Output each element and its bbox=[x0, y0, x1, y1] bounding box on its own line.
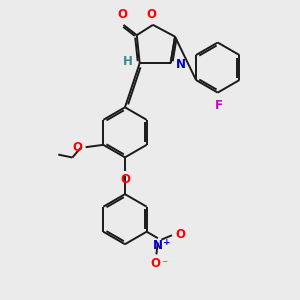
Text: +: + bbox=[163, 238, 170, 247]
Text: O: O bbox=[175, 228, 185, 241]
Text: H: H bbox=[123, 55, 133, 68]
Text: N: N bbox=[176, 58, 186, 71]
Text: O: O bbox=[120, 173, 130, 186]
Text: ⁻: ⁻ bbox=[162, 258, 168, 271]
Text: O: O bbox=[146, 8, 157, 21]
Text: F: F bbox=[215, 99, 223, 112]
Text: N: N bbox=[153, 239, 163, 252]
Text: O: O bbox=[72, 141, 82, 154]
Text: O: O bbox=[151, 257, 161, 270]
Text: O: O bbox=[117, 8, 127, 21]
